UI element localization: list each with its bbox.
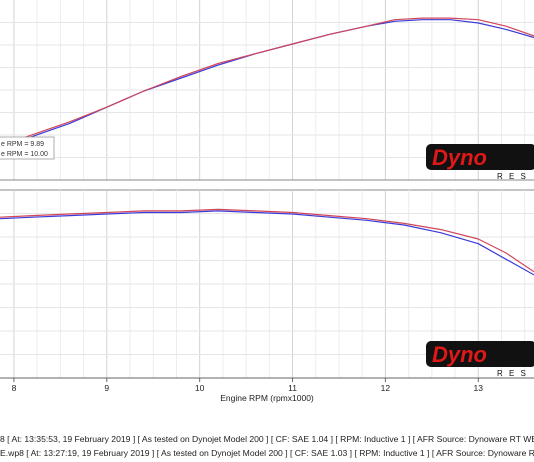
logo-subtext: R E S xyxy=(497,369,528,378)
dynojet-logo: Dyno R E S xyxy=(426,144,534,181)
logo-wordmark: Dyno xyxy=(432,145,487,170)
lower-plot-panel: 8 9 10 11 12 13 Dyno R E S Engine RPM (rpmx10… xyxy=(0,189,534,403)
lower-series-group xyxy=(0,208,534,276)
series-line-2 xyxy=(0,17,534,147)
x-tick-label: 12 xyxy=(381,383,391,393)
dynojet-logo: Dyno R E S xyxy=(426,341,534,378)
legend-entry: e RPM = 10.00 xyxy=(1,151,48,158)
legend-entry: e RPM = 9.89 xyxy=(1,141,44,148)
x-tick-label: 8 xyxy=(12,383,17,393)
x-axis-label: Engine RPM (rpmx1000) xyxy=(220,393,314,403)
series-line-2 xyxy=(0,208,534,273)
x-tick-label: 11 xyxy=(288,383,297,393)
run-info-line: E.wp8 [ At: 13:27:19, 19 February 2019 ]… xyxy=(0,448,534,458)
legend-box[interactable]: e RPM = 9.89 e RPM = 10.00 xyxy=(0,136,55,160)
logo-subtext: R E S xyxy=(497,172,528,181)
upper-series-group xyxy=(0,17,534,147)
logo-wordmark: Dyno xyxy=(432,342,487,367)
x-tick-label: 10 xyxy=(195,383,205,393)
x-axis-ticks: 8 9 10 11 12 13 xyxy=(12,378,484,393)
x-tick-label: 13 xyxy=(474,383,484,393)
upper-plot-panel: e RPM = 9.89 e RPM = 10.00 Dyno R E S xyxy=(0,0,534,181)
run-info-line: 8 [ At: 13:35:53, 19 February 2019 ] [ A… xyxy=(0,434,534,444)
x-tick-label: 9 xyxy=(104,383,109,393)
series-line-1 xyxy=(0,210,534,276)
